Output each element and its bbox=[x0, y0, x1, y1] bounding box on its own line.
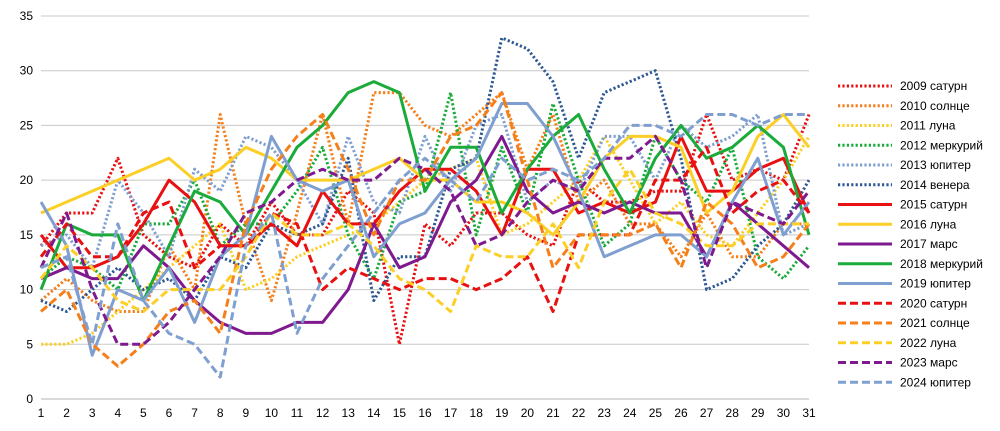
series-line bbox=[39, 134, 811, 270]
x-tick-label: 30 bbox=[777, 406, 791, 420]
x-tick-label: 4 bbox=[114, 406, 121, 420]
x-tick-label: 31 bbox=[802, 406, 816, 420]
legend-label: 2024 юпитер bbox=[900, 375, 971, 389]
x-tick-label: 3 bbox=[89, 406, 96, 420]
x-tick-label: 13 bbox=[342, 406, 356, 420]
legend-label: 2009 сатурн bbox=[900, 79, 967, 93]
x-tick-label: 29 bbox=[751, 406, 765, 420]
y-tick-label: 35 bbox=[20, 9, 34, 23]
x-tick-label: 17 bbox=[444, 406, 458, 420]
y-tick-label: 5 bbox=[26, 337, 33, 351]
x-tick-label: 23 bbox=[598, 406, 612, 420]
legend-label: 2015 сатурн bbox=[900, 198, 967, 212]
legend-label: 2012 меркурий bbox=[900, 138, 983, 152]
legend-label: 2019 юпитер bbox=[900, 277, 971, 291]
legend-label: 2020 сатурн bbox=[900, 296, 967, 310]
legend-label: 2022 луна bbox=[900, 336, 957, 350]
x-tick-label: 15 bbox=[393, 406, 407, 420]
x-tick-label: 12 bbox=[316, 406, 330, 420]
series-line bbox=[40, 112, 809, 379]
series-line bbox=[39, 112, 811, 346]
y-tick-label: 25 bbox=[20, 118, 34, 132]
y-tick-label: 20 bbox=[20, 173, 34, 187]
x-tick-label: 24 bbox=[623, 406, 637, 420]
legend-label: 2010 солнце bbox=[900, 99, 970, 113]
legend-label: 2016 луна bbox=[900, 217, 957, 231]
legend-label: 2021 солнце bbox=[900, 316, 970, 330]
y-tick-label: 0 bbox=[26, 392, 33, 406]
legend-label: 2023 марс bbox=[900, 356, 958, 370]
series-line bbox=[39, 134, 811, 346]
x-tick-label: 14 bbox=[367, 406, 381, 420]
x-tick-label: 26 bbox=[674, 406, 688, 420]
y-tick-label: 10 bbox=[20, 283, 34, 297]
series-lines bbox=[39, 36, 811, 379]
series-line bbox=[40, 36, 811, 313]
x-tick-label: 21 bbox=[546, 406, 560, 420]
x-tick-label: 10 bbox=[265, 406, 279, 420]
y-tick-label: 30 bbox=[20, 64, 34, 78]
series-line bbox=[39, 145, 811, 313]
x-tick-label: 18 bbox=[470, 406, 484, 420]
series-line bbox=[40, 112, 810, 270]
legend-label: 2011 луна bbox=[900, 119, 956, 133]
legend-label: 2013 юпитер bbox=[900, 158, 971, 172]
x-tick-label: 11 bbox=[291, 406, 304, 420]
series-line bbox=[39, 167, 809, 313]
series-line bbox=[39, 80, 811, 303]
x-tick-label: 27 bbox=[700, 406, 714, 420]
x-axis-ticks: 1 2 3 4 5 6 7 8 9 10 11 12 13 14 15 16 17 18 19 20 21 22 23 24 2… bbox=[38, 406, 816, 420]
x-tick-label: 22 bbox=[572, 406, 586, 420]
legend-label: 2014 венера bbox=[900, 178, 970, 192]
x-tick-label: 25 bbox=[649, 406, 663, 420]
x-tick-label: 6 bbox=[166, 406, 173, 420]
series-line bbox=[41, 134, 811, 346]
legend: 2009 сатурн 2010 солнце 2011 луна 2012 мерк… bbox=[838, 79, 983, 389]
series-line bbox=[39, 102, 811, 357]
y-tick-label: 15 bbox=[20, 228, 34, 242]
y-axis-ticks: 0 5 10 15 20 25 30 35 bbox=[20, 9, 34, 406]
x-tick-label: 1 bbox=[38, 406, 45, 420]
x-tick-label: 16 bbox=[418, 406, 432, 420]
x-tick-label: 20 bbox=[521, 406, 535, 420]
legend-label: 2018 меркурий bbox=[900, 257, 983, 271]
x-tick-label: 7 bbox=[191, 406, 198, 420]
x-tick-label: 2 bbox=[63, 406, 70, 420]
series-line bbox=[40, 91, 811, 368]
x-tick-label: 28 bbox=[726, 406, 740, 420]
x-tick-label: 8 bbox=[217, 406, 224, 420]
x-tick-label: 5 bbox=[140, 406, 147, 420]
x-tick-label: 9 bbox=[242, 406, 249, 420]
legend-label: 2017 марс bbox=[900, 237, 958, 251]
x-tick-label: 19 bbox=[495, 406, 509, 420]
